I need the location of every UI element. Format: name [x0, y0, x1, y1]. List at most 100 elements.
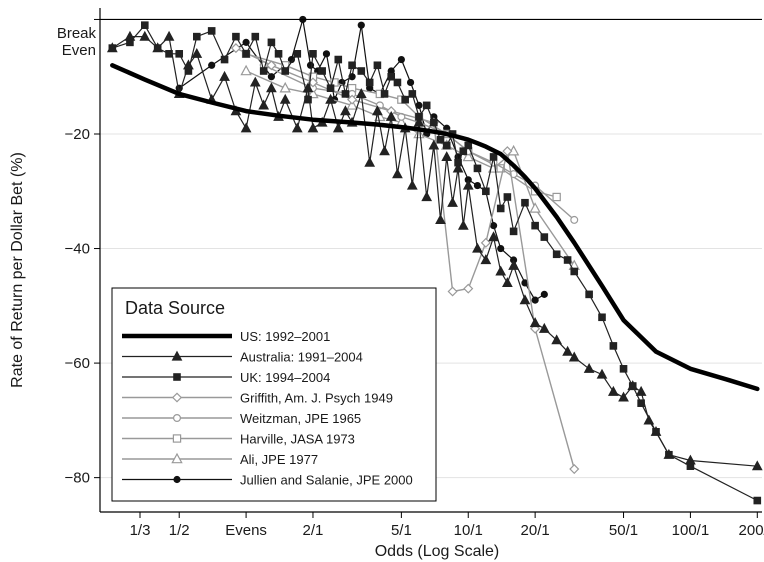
series-7-point-3 — [267, 73, 276, 81]
series-7-point-6 — [306, 61, 315, 69]
series-2-point-17 — [293, 50, 302, 58]
series-1-point-33 — [413, 116, 425, 127]
x-tick-label-3: 2/1 — [303, 522, 324, 539]
series-7-point-13 — [366, 84, 374, 92]
series-1-point-58 — [627, 380, 639, 391]
x-tick-label-0: 1/3 — [130, 522, 151, 539]
series-2-point-27 — [373, 61, 382, 70]
series-1-point-40 — [457, 219, 469, 230]
legend-label-7: Jullien and Salanie, JPE 2000 — [240, 473, 413, 488]
series-1 — [106, 30, 763, 471]
series-7-point-15 — [387, 67, 395, 75]
series-2-point-48 — [521, 198, 529, 207]
series-7-point-2 — [242, 38, 250, 46]
x-tick-label-1: 1/2 — [169, 522, 190, 539]
series-2-point-28 — [380, 90, 389, 98]
series-1-point-43 — [480, 254, 492, 265]
series-2-point-6 — [184, 67, 193, 75]
series-6-point-11 — [529, 202, 541, 213]
series-1-point-4 — [163, 30, 175, 41]
series-1-point-28 — [379, 145, 390, 156]
legend-label-5: Harville, JASA 1973 — [240, 432, 355, 447]
legend-marker-7 — [173, 475, 181, 484]
series-6-point-4 — [374, 110, 386, 122]
series-2-point-8 — [207, 27, 216, 35]
legend-title: Data Source — [125, 298, 225, 318]
series-3-point-1 — [266, 60, 277, 71]
legend-label-2: UK: 1994–2004 — [240, 370, 330, 385]
x-axis-label: Odds (Log Scale) — [375, 543, 500, 560]
series-2-point-44 — [489, 153, 498, 161]
legend-label-4: Weitzman, JPE 1965 — [240, 411, 361, 426]
x-tick-label-6: 20/1 — [521, 522, 550, 539]
series-2-point-32 — [408, 90, 417, 98]
series-2-point-23 — [341, 90, 350, 98]
series-2-point-12 — [251, 32, 260, 41]
series-2-point-24 — [348, 61, 356, 70]
series-5-point-3 — [330, 78, 339, 87]
series-2-point-14 — [267, 38, 276, 47]
series-3 — [230, 43, 580, 475]
series-1-point-1 — [124, 30, 136, 41]
x-tick-label-5: 10/1 — [454, 522, 483, 539]
series-2-point-18 — [304, 95, 312, 104]
series-2-point-19 — [309, 50, 317, 58]
series-2-point-29 — [387, 72, 396, 81]
series-1-point-32 — [406, 179, 418, 190]
series-2-point-2 — [140, 21, 149, 29]
series-1-point-22 — [332, 122, 344, 133]
legend-item-4: Weitzman, JPE 1965 — [122, 411, 361, 426]
series-1-point-52 — [562, 345, 573, 356]
series-1-point-29 — [385, 110, 397, 121]
series-7-point-1 — [208, 61, 216, 69]
series-6-point-8 — [462, 150, 474, 162]
series-7-point-18 — [415, 101, 423, 109]
series-1-point-36 — [435, 214, 446, 225]
series-1-point-7 — [191, 47, 203, 58]
legend-marker-3 — [171, 392, 183, 403]
series-1-point-3 — [152, 42, 164, 53]
series-2-point-57 — [619, 365, 628, 373]
series-4-point-11 — [570, 215, 579, 224]
series-2-point-1 — [126, 38, 134, 47]
series-3-point-3 — [347, 94, 358, 105]
series-1-point-50 — [538, 322, 550, 333]
series-2-point-30 — [393, 78, 402, 87]
x-tick-label-8: 100/1 — [672, 522, 710, 539]
series-1-point-53 — [568, 351, 580, 362]
series-3-point-0 — [230, 43, 241, 54]
series-2-point-47 — [509, 227, 518, 236]
series-layer — [106, 15, 763, 505]
series-0 — [110, 63, 760, 392]
series-1-point-30 — [392, 168, 403, 179]
series-2-point-51 — [552, 250, 561, 259]
series-1-point-14 — [266, 82, 277, 93]
series-1-point-46 — [502, 277, 513, 288]
legend-marker-1 — [171, 350, 183, 361]
x-tick-label-9: 200/1 — [739, 522, 764, 539]
series-2-point-34 — [422, 101, 431, 110]
series-7-point-17 — [406, 78, 415, 87]
series-1-point-44 — [488, 231, 499, 242]
series-2-point-53 — [570, 267, 579, 276]
series-1-point-21 — [325, 93, 336, 104]
series-7-point-30 — [531, 296, 539, 304]
series-6-point-0 — [240, 64, 252, 76]
series-3-point-9 — [502, 146, 513, 157]
y-tick-label-3: −80 — [65, 470, 90, 487]
series-1-point-51 — [551, 334, 563, 345]
axis-labels: Rate of Return per Dollar Bet (%) Odds (… — [9, 25, 499, 560]
series-2-point-41 — [464, 141, 473, 150]
legend-items: US: 1992–2001 Australia: 1991–2004 UK: 199… — [122, 329, 413, 488]
series-1-point-34 — [421, 191, 433, 202]
series-2-point-4 — [165, 50, 173, 58]
series-2-point-10 — [232, 32, 240, 41]
series-1-point-11 — [240, 122, 252, 133]
series-1-point-12 — [249, 76, 261, 87]
series-2-point-43 — [482, 187, 490, 196]
series-7-point-26 — [489, 222, 498, 230]
series-6-point-6 — [413, 127, 425, 139]
series-2-point-52 — [563, 256, 572, 264]
series-2-point-35 — [430, 118, 438, 127]
